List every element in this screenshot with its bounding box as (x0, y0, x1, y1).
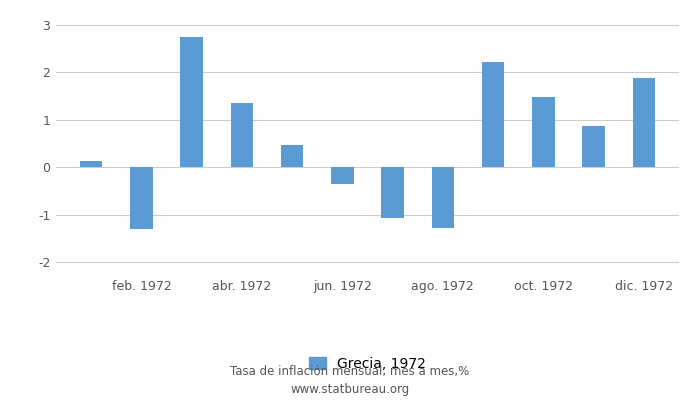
Text: www.statbureau.org: www.statbureau.org (290, 384, 410, 396)
Bar (633, 78, 655, 167)
Text: Tasa de inflación mensual, mes a mes,%: Tasa de inflación mensual, mes a mes,% (230, 366, 470, 378)
Legend: Grecia, 1972: Grecia, 1972 (309, 357, 426, 371)
Bar (331, 167, 354, 184)
Bar (281, 145, 303, 167)
Bar (130, 167, 153, 229)
Bar (482, 62, 505, 167)
Bar (532, 97, 554, 167)
Bar (432, 167, 454, 228)
Bar (181, 37, 203, 167)
Bar (382, 167, 404, 218)
Bar (80, 161, 102, 167)
Bar (582, 126, 605, 167)
Bar (230, 103, 253, 167)
